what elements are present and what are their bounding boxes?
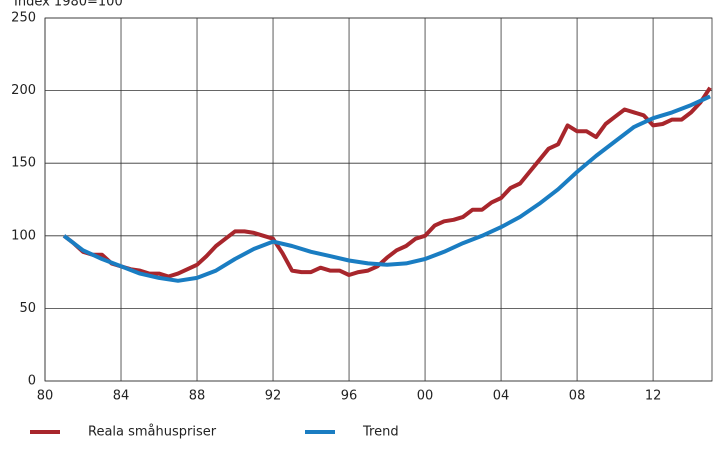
x-tick-label: 12 (645, 389, 662, 404)
plot-frame (44, 17, 713, 382)
y-tick-label: 0 (28, 374, 36, 389)
y-tick-label: 50 (19, 301, 36, 316)
x-tick-label: 00 (417, 389, 434, 404)
line-series (62, 86, 712, 279)
x-tick-label: 08 (569, 389, 586, 404)
legend-label: Reala småhuspriser (88, 425, 217, 440)
y-tick-label: 100 (11, 228, 36, 243)
line-series (62, 94, 711, 283)
y-tick-label: 250 (11, 11, 36, 26)
x-tick-label: 80 (37, 389, 54, 404)
x-tick-label: 88 (189, 389, 206, 404)
y-tick-label: 150 (11, 156, 36, 171)
x-tick-label: 04 (493, 389, 510, 404)
x-tick-label: 84 (113, 389, 130, 404)
x-tick-label: 96 (341, 389, 358, 404)
y-tick-label: 200 (11, 83, 36, 98)
x-tick-label: 92 (265, 389, 282, 404)
legend-label: Trend (362, 425, 399, 440)
y-axis-label: Index 1980=100 (14, 0, 123, 10)
